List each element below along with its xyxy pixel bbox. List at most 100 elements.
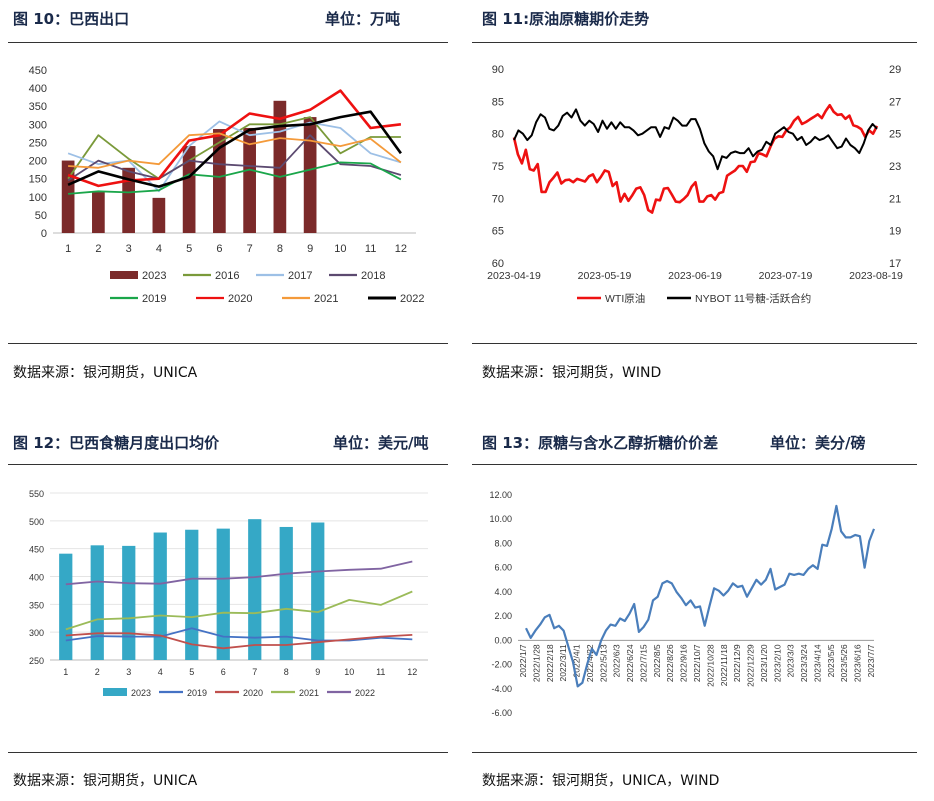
- series-line: [525, 504, 876, 688]
- bar: [311, 522, 325, 660]
- y-tick-label: 300: [29, 628, 44, 638]
- y-tick-label: 250: [29, 137, 47, 149]
- x-tick-label: 5: [186, 243, 192, 255]
- x-tick-label: 6: [216, 243, 222, 255]
- x-tick-label: 1: [63, 667, 68, 677]
- series-line: [67, 120, 402, 193]
- series-line: [67, 89, 402, 188]
- y-tick-label: 150: [29, 174, 47, 186]
- legend-label: 2021: [299, 688, 319, 698]
- y-left-tick-label: 85: [492, 96, 504, 108]
- y-right-tick-label: 21: [889, 193, 901, 205]
- x-tick-label: 2023/5/5: [826, 644, 836, 677]
- x-tick-label: 2022/11/18: [719, 644, 729, 686]
- series-line: [65, 632, 413, 650]
- bar: [243, 127, 256, 233]
- x-tick-label: 10: [344, 667, 354, 677]
- y-tick-label: 350: [29, 101, 47, 113]
- legend-label: 2019: [142, 293, 166, 305]
- x-tick-label: 12: [407, 667, 417, 677]
- y-tick-label: 0: [41, 228, 47, 240]
- bar: [185, 529, 199, 660]
- x-tick-label: 2023-05-19: [578, 270, 632, 282]
- y-tick-label: -6.00: [491, 708, 512, 718]
- legend-swatch: [103, 688, 127, 696]
- y-left-tick-label: 60: [492, 258, 504, 270]
- legend-swatch: [110, 271, 138, 279]
- x-tick-label: 2022/4/1: [572, 644, 582, 677]
- bar: [213, 129, 226, 233]
- panel3-bottom-rule: [8, 752, 448, 753]
- x-tick-label: 2022/5/13: [598, 644, 608, 682]
- y-tick-label: -4.00: [491, 684, 512, 694]
- y-tick-label: 450: [29, 545, 44, 555]
- panel3-top-rule: [8, 464, 448, 465]
- y-tick-label: 2.00: [494, 611, 512, 621]
- series-line: [67, 116, 401, 180]
- x-tick-label: 3: [126, 667, 131, 677]
- panel2-bottom-rule: [472, 343, 917, 344]
- panel3-source: 数据来源：银河期货，UNICA: [13, 773, 198, 789]
- x-tick-label: 2022/6/3: [612, 644, 622, 677]
- x-tick-label: 3: [126, 243, 132, 255]
- y-right-tick-label: 23: [889, 161, 901, 173]
- legend-label: 2022: [400, 293, 424, 305]
- bar: [152, 197, 166, 233]
- x-tick-label: 2023/7/7: [866, 644, 876, 677]
- legend-label: 2020: [243, 688, 263, 698]
- panel1-unit: 单位：万吨: [325, 10, 401, 28]
- y-tick-label: 100: [29, 192, 47, 204]
- y-tick-label: 400: [29, 83, 47, 95]
- x-tick-label: 2022/1/7: [518, 644, 528, 677]
- legend-label: WTI原油: [605, 292, 645, 305]
- y-tick-label: 200: [29, 156, 47, 168]
- x-tick-label: 2022/12/29: [746, 644, 756, 687]
- y-tick-label: 6.00: [494, 563, 512, 573]
- chart-oil-sugar-prices: 60 65 70 75 80 85 90 17 19 21 23 25 27 29 2023-04-19 20…: [487, 64, 903, 305]
- x-tick-label: 8: [284, 667, 289, 677]
- y-tick-label: 550: [29, 489, 44, 499]
- x-tick-label: 10: [334, 243, 346, 255]
- bar: [182, 146, 196, 233]
- bar: [248, 519, 262, 660]
- bar: [153, 532, 167, 660]
- x-tick-label: 2022/10/7: [692, 644, 702, 682]
- x-tick-label: 7: [252, 667, 257, 677]
- x-tick-label: 2023/3/24: [799, 644, 809, 682]
- y-tick-label: 4.00: [494, 587, 512, 597]
- x-tick-label: 5: [189, 667, 194, 677]
- y-tick-label: 500: [29, 517, 44, 527]
- x-tick-label: 4: [156, 243, 162, 255]
- y-tick-label: 250: [29, 656, 44, 666]
- x-tick-label: 11: [376, 667, 385, 677]
- panel3-unit: 单位：美元/吨: [333, 434, 429, 452]
- panel1-title: 图 10：巴西出口: [13, 10, 130, 28]
- y-right-tick-label: 29: [889, 64, 901, 76]
- y-tick-label: 450: [29, 65, 47, 77]
- y-left-tick-label: 90: [492, 64, 504, 76]
- series-line: [68, 161, 402, 195]
- legend-label: 2020: [228, 293, 252, 305]
- x-tick-label: 2022/12/9: [732, 644, 742, 682]
- series-line: [67, 134, 402, 182]
- bar: [303, 117, 317, 233]
- y-left-tick-label: 75: [492, 161, 504, 173]
- legend-label: 2022: [355, 688, 375, 698]
- chart-sugar-ethanol-spread: -6.00 -4.00 -2.00 0.00 2.00 4.00 6.00 8.00 10.00…: [489, 490, 876, 718]
- series-line: [65, 590, 413, 631]
- series-line: [65, 560, 413, 586]
- x-tick-label: 2022/8/26: [665, 644, 675, 682]
- panel1-top-rule: [8, 42, 448, 43]
- x-tick-label: 2023-06-19: [668, 270, 722, 282]
- panel1-bottom-rule: [8, 343, 448, 344]
- series-line: [65, 627, 413, 642]
- bar: [90, 545, 104, 660]
- x-tick-label: 2022/1/28: [531, 644, 541, 682]
- series-line: [512, 103, 879, 214]
- x-tick-label: 2: [95, 243, 101, 255]
- x-tick-label: 11: [365, 243, 376, 255]
- legend-label: 2019: [187, 688, 207, 698]
- x-tick-label: 2022/7/15: [638, 644, 648, 682]
- x-tick-label: 2023/1/20: [759, 644, 769, 682]
- panel4-title: 图 13：原糖与含水乙醇折糖价价差: [482, 434, 719, 452]
